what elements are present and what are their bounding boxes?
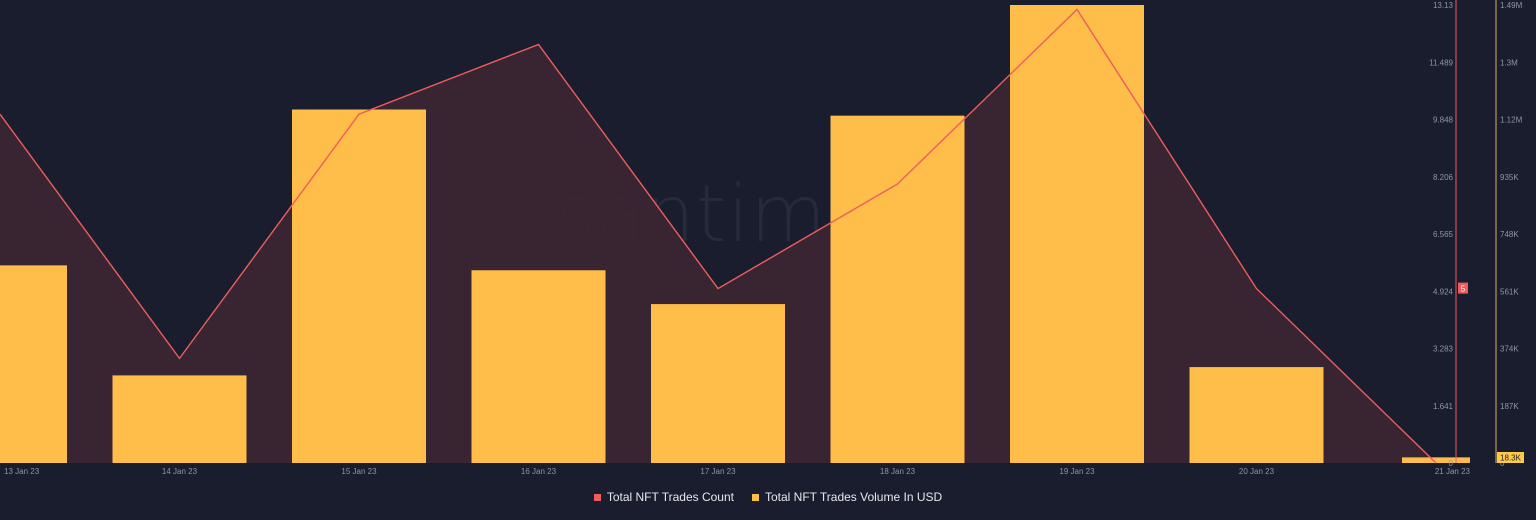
volume-bar[interactable] [830,115,965,463]
volume-tick-label: 1.49M [1500,1,1523,10]
volume-bar[interactable] [112,375,247,463]
x-tick-label: 14 Jan 23 [162,467,198,476]
count-last-value-text: 5 [1461,285,1466,294]
volume-bar[interactable] [292,109,426,463]
volume-bar[interactable] [1189,367,1324,463]
x-tick-label: 19 Jan 23 [1059,467,1095,476]
x-tick-label: 21 Jan 23 [1435,467,1471,476]
chart-legend: Total NFT Trades Count Total NFT Trades … [0,490,1536,504]
legend-item-volume[interactable]: Total NFT Trades Volume In USD [751,490,943,504]
volume-bar[interactable] [471,270,606,463]
volume-tick-label: 748K [1500,230,1519,239]
legend-swatch-volume [751,493,759,501]
volume-tick-label: 1.12M [1500,116,1523,125]
count-tick-label: 4.924 [1433,287,1454,296]
legend-label-volume: Total NFT Trades Volume In USD [764,490,943,504]
count-tick-label: 9.848 [1433,116,1454,125]
count-tick-label: 13.13 [1433,1,1454,10]
volume-tick-label: 935K [1500,173,1519,182]
volume-bar[interactable] [0,265,67,463]
volume-bar[interactable] [1010,5,1144,463]
volume-tick-label: 187K [1500,402,1519,411]
legend-swatch-count [593,493,601,501]
volume-bars-layer [0,5,1470,463]
count-tick-label: 3.283 [1433,345,1454,354]
volume-last-value-text: 18.3K [1500,454,1522,463]
volume-tick-label: 561K [1500,287,1519,296]
x-tick-label: 17 Jan 23 [700,467,736,476]
volume-last-value-badge [1497,452,1524,463]
count-last-value-badge [1458,282,1468,294]
volume-tick-label: 374K [1500,345,1519,354]
x-tick-label: 15 Jan 23 [341,467,377,476]
volume-tick-label: 0 [1500,459,1505,468]
x-tick-label: 20 Jan 23 [1239,467,1275,476]
volume-tick-label: 1.3M [1500,58,1518,67]
volume-bar[interactable] [651,304,785,463]
count-tick-label: 0 [1449,459,1454,468]
x-tick-label: 18 Jan 23 [880,467,916,476]
count-tick-label: 6.565 [1433,230,1454,239]
count-tick-label: 8.206 [1433,173,1454,182]
count-tick-label: 1.641 [1433,402,1454,411]
x-axis: 13 Jan 23 14 Jan 23 15 Jan 23 16 Jan 23 17 J… [4,467,1471,476]
volume-bar[interactable] [1402,457,1470,463]
count-line-layer [0,8,1437,464]
legend-label-count: Total NFT Trades Count [606,490,734,504]
x-tick-label: 16 Jan 23 [521,467,557,476]
x-tick-label: 13 Jan 23 [4,467,40,476]
count-tick-label: 11.489 [1429,58,1453,67]
count-axis: 13.13 11.489 9.848 8.206 6.565 4.924 3.283 1.64… [1429,0,1468,468]
volume-axis: 1.49M 1.3M 1.12M 935K 748K 561K 374K 187K 018.3K [1495,0,1524,468]
legend-item-count[interactable]: Total NFT Trades Count [593,490,734,504]
